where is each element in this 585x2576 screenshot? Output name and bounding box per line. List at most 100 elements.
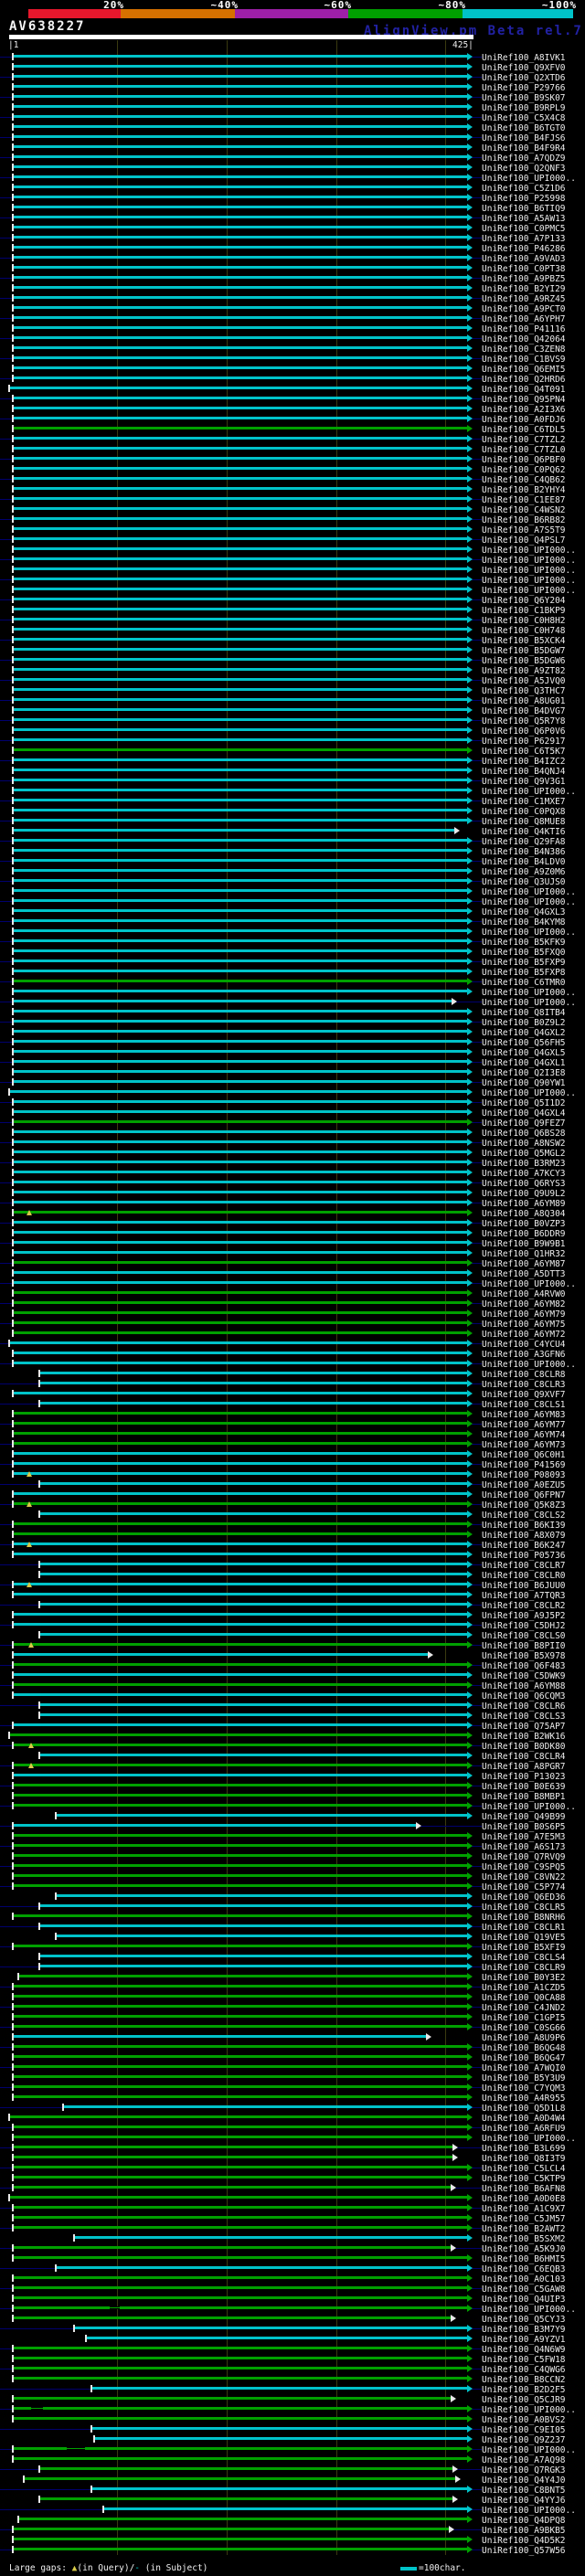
alignment-bar[interactable] bbox=[12, 216, 467, 218]
alignment-bar[interactable] bbox=[23, 2477, 455, 2480]
alignment-bar[interactable] bbox=[39, 1965, 467, 1967]
alignment-row[interactable]: UniRef100_C8CLR9 bbox=[0, 1962, 585, 1973]
alignment-bar[interactable] bbox=[12, 1945, 467, 1947]
hit-label[interactable]: UniRef100_Q4GXL2 bbox=[482, 1028, 566, 1038]
hit-label[interactable]: UniRef100_UPI000.. bbox=[482, 1360, 576, 1370]
alignment-bar[interactable] bbox=[12, 467, 467, 470]
alignment-bar[interactable] bbox=[73, 2327, 467, 2329]
alignment-bar[interactable] bbox=[12, 165, 467, 168]
hit-label[interactable]: UniRef100_A9J5P2 bbox=[482, 1611, 566, 1621]
alignment-row[interactable]: UniRef100_UPI000.. bbox=[0, 1359, 585, 1370]
alignment-bar[interactable] bbox=[12, 2216, 467, 2219]
hit-label[interactable]: UniRef100_Q95PN4 bbox=[482, 395, 566, 405]
alignment-bar[interactable] bbox=[12, 517, 467, 520]
hit-label[interactable]: UniRef100_A0D4W4 bbox=[482, 2114, 566, 2124]
alignment-bar[interactable] bbox=[12, 889, 467, 892]
alignment-bar[interactable] bbox=[56, 1894, 467, 1897]
hit-label[interactable]: UniRef100_A3GFN6 bbox=[482, 1350, 566, 1360]
alignment-bar[interactable] bbox=[85, 2337, 467, 2339]
alignment-row[interactable]: UniRef100_A9J5P2 bbox=[0, 1610, 585, 1621]
alignment-bar[interactable] bbox=[12, 949, 467, 952]
alignment-bar[interactable] bbox=[12, 2075, 467, 2078]
alignment-bar[interactable] bbox=[12, 879, 467, 882]
alignment-bar[interactable] bbox=[12, 1553, 467, 1555]
alignment-bar[interactable] bbox=[12, 1181, 467, 1183]
hit-label[interactable]: UniRef100_UPI000.. bbox=[482, 2445, 576, 2455]
alignment-bar[interactable] bbox=[12, 2276, 467, 2279]
alignment-row[interactable]: UniRef100_P08093 bbox=[0, 1469, 585, 1480]
alignment-bar[interactable] bbox=[17, 1975, 467, 1977]
alignment-bar[interactable] bbox=[9, 1733, 467, 1736]
alignment-row[interactable]: UniRef100_C8CLR0 bbox=[0, 1570, 585, 1581]
alignment-bar[interactable] bbox=[12, 1492, 467, 1495]
alignment-bar[interactable] bbox=[56, 1935, 467, 1937]
hit-label[interactable]: UniRef100_B5DGW6 bbox=[482, 656, 566, 666]
alignment-bar[interactable] bbox=[12, 1150, 467, 1153]
alignment-bar[interactable] bbox=[12, 2316, 452, 2319]
hit-label[interactable]: UniRef100_A6YM79 bbox=[482, 1309, 566, 1320]
hit-label[interactable]: UniRef100_C0PQX8 bbox=[482, 807, 566, 817]
alignment-row[interactable]: UniRef100_C8CLR4 bbox=[0, 1751, 585, 1762]
hit-label[interactable]: UniRef100_B5DGW7 bbox=[482, 646, 566, 656]
hit-label[interactable]: UniRef100_P05736 bbox=[482, 1551, 566, 1561]
hit-label[interactable]: UniRef100_Q6C0H1 bbox=[482, 1450, 566, 1460]
alignment-row[interactable]: UniRef100_Q4DPQ8 bbox=[0, 2515, 585, 2526]
alignment-row[interactable]: UniRef100_C5FW18 bbox=[0, 2354, 585, 2365]
alignment-row[interactable]: UniRef100_Q29FA8 bbox=[0, 836, 585, 847]
alignment-row[interactable]: UniRef100_C6TDL5 bbox=[0, 424, 585, 435]
hit-label[interactable]: UniRef100_A8Q304 bbox=[482, 1209, 566, 1219]
alignment-row[interactable]: UniRef100_B3L699 bbox=[0, 2143, 585, 2154]
alignment-bar[interactable] bbox=[12, 959, 467, 962]
alignment-bar[interactable] bbox=[12, 1663, 467, 1666]
alignment-bar[interactable] bbox=[12, 1653, 428, 1656]
hit-label[interactable]: UniRef100_B4N386 bbox=[482, 847, 566, 857]
alignment-row[interactable]: UniRef100_A8U9P6 bbox=[0, 2032, 585, 2043]
alignment-bar[interactable] bbox=[12, 2125, 467, 2128]
alignment-bar[interactable] bbox=[12, 909, 467, 912]
alignment-row[interactable]: UniRef100_B5FXQ0 bbox=[0, 947, 585, 958]
hit-label[interactable]: UniRef100_B2YHY4 bbox=[482, 485, 566, 495]
alignment-row[interactable]: UniRef100_A2I3X6 bbox=[0, 404, 585, 415]
alignment-bar[interactable] bbox=[12, 477, 467, 480]
alignment-row[interactable]: UniRef100_Q9XFV0 bbox=[0, 62, 585, 73]
alignment-row[interactable]: UniRef100_A9YZV1 bbox=[0, 2334, 585, 2345]
alignment-bar[interactable] bbox=[12, 1673, 467, 1676]
alignment-row[interactable]: UniRef100_Q4KTI6 bbox=[0, 826, 585, 837]
alignment-bar[interactable] bbox=[12, 1140, 467, 1143]
hit-label[interactable]: UniRef100_Q4GXL4 bbox=[482, 1108, 566, 1118]
alignment-row[interactable]: UniRef100_B8PII0 bbox=[0, 1640, 585, 1651]
hit-label[interactable]: UniRef100_A9BKB5 bbox=[482, 2526, 566, 2536]
alignment-row[interactable]: UniRef100_A5AW13 bbox=[0, 213, 585, 224]
alignment-bar[interactable] bbox=[12, 316, 467, 319]
alignment-bar[interactable] bbox=[12, 2538, 467, 2540]
hit-label[interactable]: UniRef100_B4IZC2 bbox=[482, 757, 566, 767]
hit-label[interactable]: UniRef100_B6K247 bbox=[482, 1541, 566, 1551]
hit-label[interactable]: UniRef100_C8CLS1 bbox=[482, 1400, 566, 1410]
hit-label[interactable]: UniRef100_C1EE87 bbox=[482, 495, 566, 505]
hit-label[interactable]: UniRef100_UPI000.. bbox=[482, 2305, 576, 2315]
alignment-row[interactable]: UniRef100_A8Q304 bbox=[0, 1208, 585, 1219]
alignment-bar[interactable] bbox=[12, 2407, 467, 2410]
alignment-row[interactable]: UniRef100_Q4GXL3 bbox=[0, 906, 585, 917]
alignment-bar[interactable] bbox=[39, 2497, 453, 2500]
hit-label[interactable]: UniRef100_A1CZD5 bbox=[482, 1983, 566, 1993]
alignment-bar[interactable] bbox=[12, 1542, 467, 1545]
alignment-bar[interactable] bbox=[12, 2548, 467, 2550]
alignment-bar[interactable] bbox=[12, 397, 467, 399]
hit-label[interactable]: UniRef100_B0Z9L2 bbox=[482, 1018, 566, 1028]
alignment-bar[interactable] bbox=[39, 1924, 467, 1927]
hit-label[interactable]: UniRef100_UPI000.. bbox=[482, 1802, 576, 1812]
hit-label[interactable]: UniRef100_UPI000.. bbox=[482, 998, 576, 1008]
hit-label[interactable]: UniRef100_B6HMI5 bbox=[482, 2254, 566, 2264]
alignment-row[interactable]: UniRef100_A6YM88 bbox=[0, 1680, 585, 1691]
hit-label[interactable]: UniRef100_C4JND2 bbox=[482, 2003, 566, 2013]
alignment-row[interactable]: UniRef100_Q4PSL7 bbox=[0, 535, 585, 546]
alignment-bar[interactable] bbox=[39, 1372, 467, 1374]
hit-label[interactable]: UniRef100_C5JM57 bbox=[482, 2214, 566, 2224]
alignment-bar[interactable] bbox=[12, 2417, 467, 2420]
hit-label[interactable]: UniRef100_A0D0E8 bbox=[482, 2194, 566, 2204]
alignment-row[interactable]: UniRef100_Q9V3G1 bbox=[0, 776, 585, 787]
alignment-row[interactable]: UniRef100_A6RFU9 bbox=[0, 2123, 585, 2134]
alignment-row[interactable]: UniRef100_Q9U9L2 bbox=[0, 1188, 585, 1199]
alignment-row[interactable]: UniRef100_B3RM23 bbox=[0, 1158, 585, 1169]
